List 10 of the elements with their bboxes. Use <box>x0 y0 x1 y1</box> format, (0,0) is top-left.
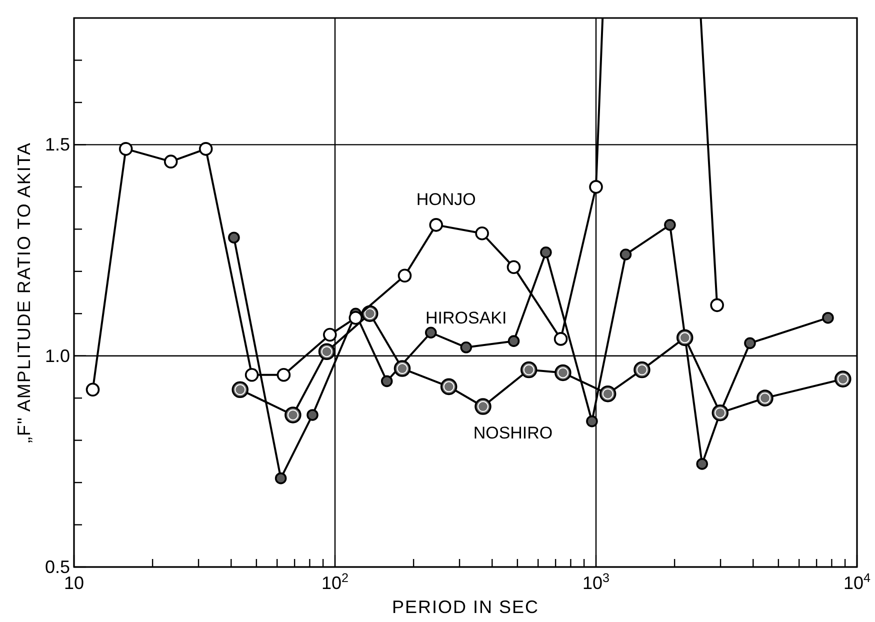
x-axis-title: PERIOD IN SEC <box>392 597 540 617</box>
x-tick-label: 10$^{2}$ <box>321 571 349 593</box>
series-label: HONJO <box>416 190 476 209</box>
y-tick-label: 1.0 <box>44 346 70 366</box>
x-tick-label: 10$^{4}$ <box>843 571 871 593</box>
series-label: HIROSAKI <box>426 308 507 328</box>
y-tick-label: 1.5 <box>44 134 70 155</box>
series-label: NOSHIRO <box>473 424 553 443</box>
x-tick-label: 10$^{3}$ <box>582 571 610 593</box>
y-axis-title: „F" AMPLITUDE RATIO TO AKITA <box>14 142 34 444</box>
